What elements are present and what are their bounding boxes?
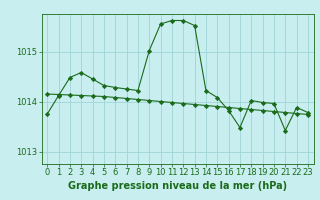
X-axis label: Graphe pression niveau de la mer (hPa): Graphe pression niveau de la mer (hPa) bbox=[68, 181, 287, 191]
